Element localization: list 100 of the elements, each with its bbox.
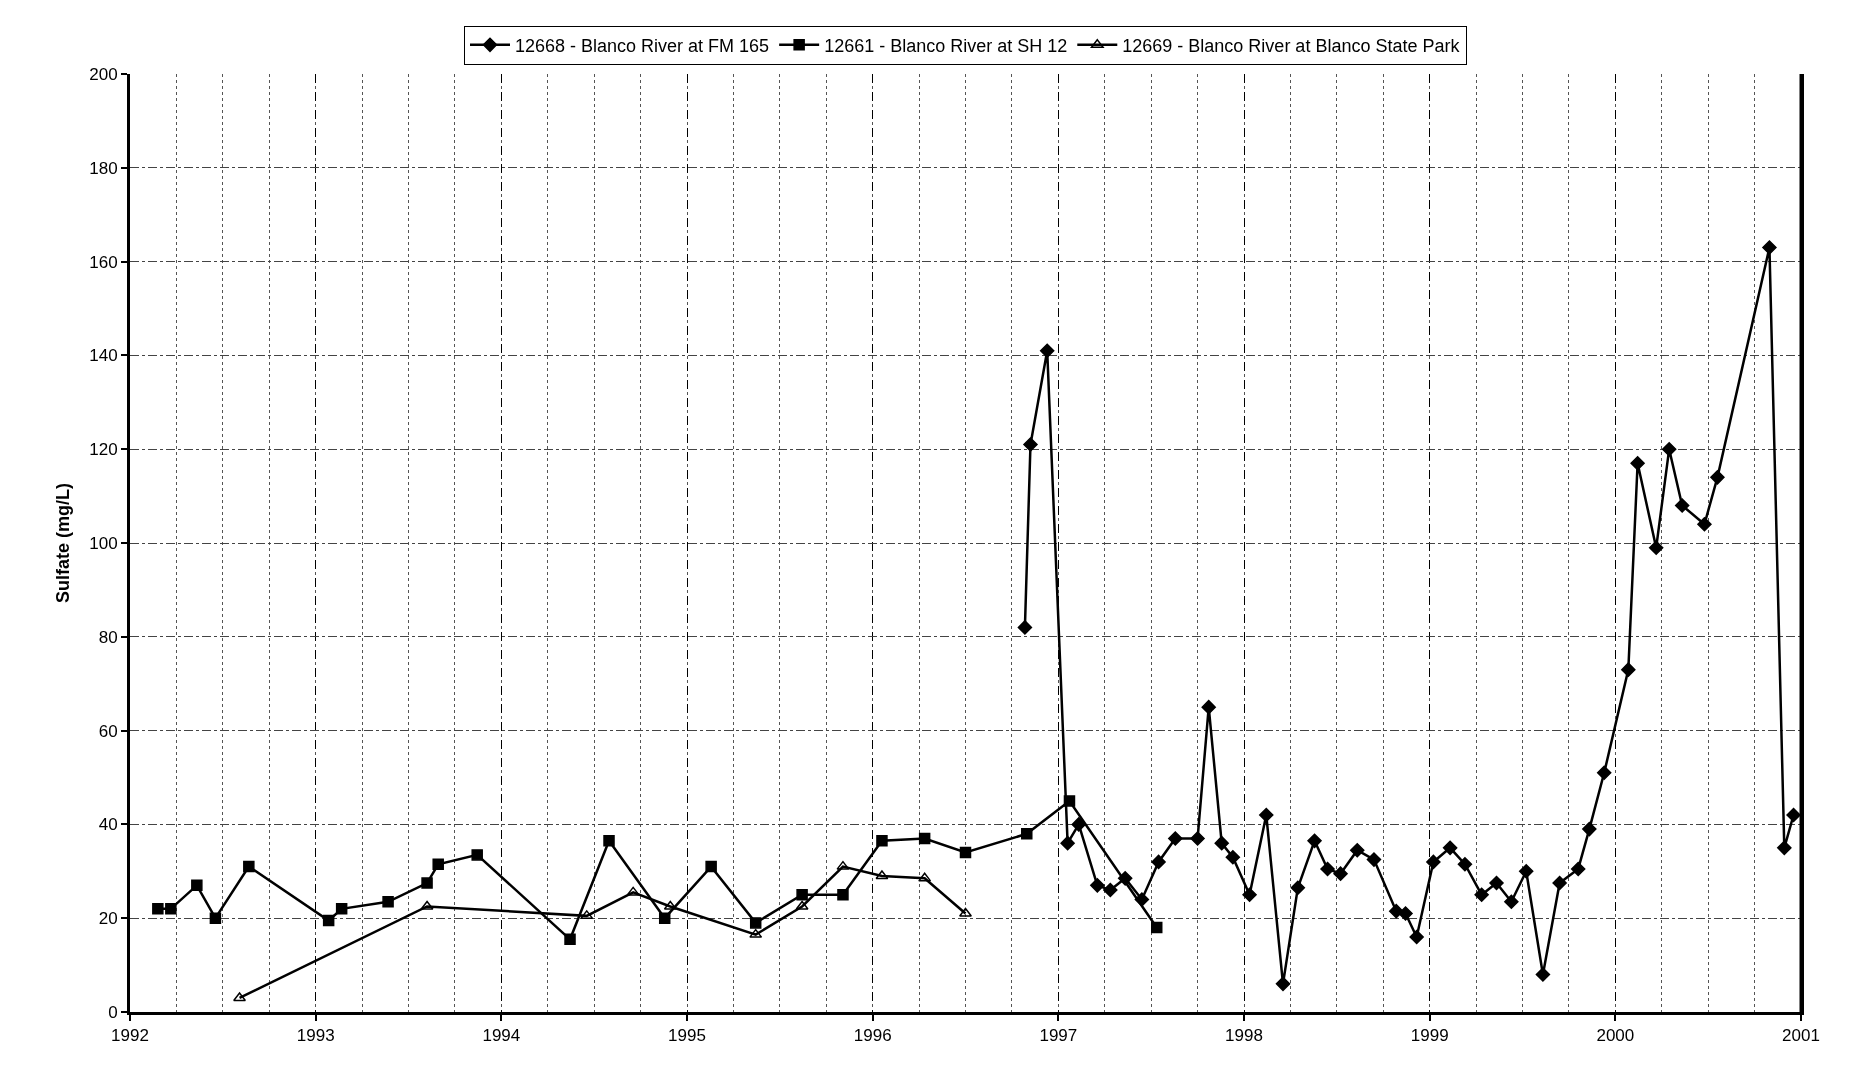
point — [191, 879, 203, 892]
point — [1552, 875, 1567, 891]
point — [875, 870, 889, 880]
point — [152, 903, 164, 915]
x-tick-label: 1998 — [1225, 1026, 1263, 1046]
x-tick-label: 1994 — [482, 1026, 521, 1046]
point — [1039, 343, 1055, 358]
y-tick-label: 180 — [89, 158, 118, 178]
point — [795, 900, 809, 910]
point — [658, 912, 671, 924]
legend-label: 12668 - Blanco River at FM 165 — [515, 35, 770, 56]
point — [1442, 840, 1458, 856]
legend-label: 12669 - Blanco River at Blanco State Park — [1122, 35, 1461, 56]
y-tick-label: 20 — [98, 909, 118, 929]
point — [1457, 857, 1473, 872]
point — [1570, 861, 1586, 877]
point — [1307, 833, 1322, 849]
point — [1023, 437, 1038, 452]
point — [876, 835, 888, 847]
point — [1103, 882, 1118, 898]
point — [1474, 887, 1489, 902]
x-tick-label: 1996 — [853, 1026, 892, 1046]
point — [1777, 840, 1792, 856]
y-tick-label: 160 — [89, 252, 118, 272]
point — [749, 928, 763, 938]
point — [1697, 516, 1712, 532]
point — [1320, 861, 1335, 877]
point — [209, 912, 222, 924]
point — [1275, 976, 1291, 992]
point — [1426, 854, 1441, 870]
point — [471, 849, 483, 861]
point — [432, 858, 444, 871]
point — [1259, 807, 1274, 823]
point — [663, 900, 677, 910]
point — [1063, 795, 1076, 807]
point — [918, 832, 931, 845]
point — [1071, 817, 1087, 832]
point — [1518, 864, 1534, 879]
point — [1060, 835, 1075, 851]
point — [705, 860, 717, 873]
point — [1674, 498, 1690, 513]
x-tick-label: 1992 — [111, 1026, 149, 1046]
y-tick-label: 40 — [98, 815, 118, 835]
point — [918, 872, 932, 882]
point — [959, 846, 972, 859]
point — [1648, 540, 1664, 555]
point — [1150, 921, 1163, 934]
x-tick-label: 1997 — [1039, 1026, 1078, 1046]
point — [1504, 894, 1519, 910]
y-tick-label: 80 — [98, 627, 118, 647]
point — [382, 896, 394, 908]
point — [1710, 470, 1725, 485]
x-tick-label: 1995 — [668, 1026, 706, 1046]
point — [1596, 765, 1612, 781]
point — [1489, 875, 1504, 891]
point — [243, 860, 255, 873]
point — [1535, 967, 1551, 982]
point — [322, 914, 335, 927]
point — [1017, 620, 1033, 635]
point — [603, 835, 615, 847]
legend-label: 12661 - Blanco River at SH 12 — [824, 35, 1068, 56]
point — [1021, 828, 1033, 840]
point — [1201, 699, 1216, 715]
point — [1242, 887, 1257, 902]
x-tick-label: 2001 — [1782, 1026, 1820, 1046]
point — [1398, 906, 1413, 921]
y-tick-label: 0 — [108, 1002, 118, 1022]
point — [1333, 866, 1348, 881]
point — [1409, 929, 1424, 945]
point — [796, 889, 808, 901]
point — [1366, 852, 1382, 867]
x-tick-label: 1999 — [1410, 1026, 1449, 1046]
point — [837, 889, 849, 901]
point — [564, 933, 576, 946]
point — [626, 886, 640, 896]
y-tick-label: 100 — [89, 533, 118, 553]
point — [1621, 662, 1636, 677]
point — [233, 992, 247, 1002]
point — [1151, 854, 1166, 870]
point — [580, 910, 594, 920]
point — [1214, 835, 1229, 851]
point — [420, 900, 434, 910]
y-tick-label: 200 — [89, 64, 118, 84]
y-tick-label: 120 — [89, 440, 118, 460]
x-tick-label: 2000 — [1596, 1026, 1635, 1046]
point — [421, 877, 433, 889]
point — [1786, 807, 1801, 823]
y-tick-label: 60 — [98, 721, 118, 741]
point — [1090, 878, 1105, 893]
point — [1168, 831, 1183, 846]
y-axis-title: Sulfate (mg/L) — [53, 483, 74, 603]
point — [1290, 880, 1306, 895]
x-tick-label: 1993 — [296, 1026, 335, 1046]
point — [1350, 842, 1365, 858]
point — [1582, 821, 1597, 837]
point — [1630, 456, 1645, 471]
point — [1762, 240, 1777, 255]
point — [836, 860, 850, 870]
point — [165, 903, 177, 915]
point — [1190, 831, 1205, 846]
